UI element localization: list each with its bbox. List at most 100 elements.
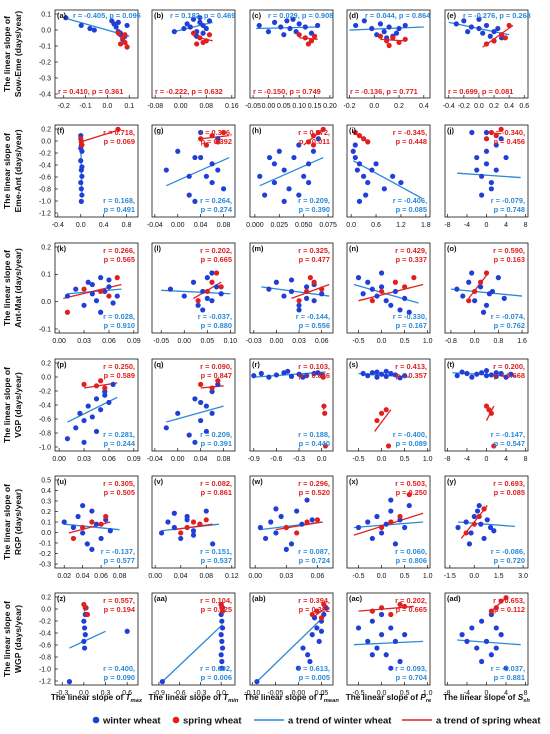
winter-wheat-point	[374, 293, 380, 299]
winter-wheat-point	[483, 638, 490, 644]
spring-stat-text: p = 0.011	[299, 137, 330, 146]
winter-wheat-point	[254, 679, 260, 685]
spring-wheat-point	[383, 407, 389, 413]
winter-wheat-point	[266, 286, 272, 292]
panel-frame	[151, 124, 236, 218]
legend: winter wheat spring wheat a trend of win…	[92, 716, 541, 727]
y-tick-label: -0.2	[39, 618, 51, 625]
winter-wheat-point	[91, 27, 97, 33]
y-tick-label: 0.0	[41, 530, 51, 537]
winter-stat-text: r = 0.602,	[200, 664, 232, 673]
winter-wheat-point	[114, 293, 120, 299]
winter-stat-text: p = 0.390	[299, 205, 330, 214]
spring-stat-text: p = 0.847	[201, 371, 232, 380]
winter-wheat-point	[361, 18, 367, 24]
spring-wheat-point	[106, 293, 112, 299]
spring-stat-text: r = -0.340,	[491, 128, 525, 137]
winter-wheat-point	[265, 29, 272, 35]
spring-stat-text: r = -0.136, p = 0.771	[350, 87, 418, 96]
spring-wheat-point	[307, 275, 313, 281]
winter-wheat-point	[402, 295, 408, 301]
winter-stat-text: p = 0.491	[104, 205, 135, 214]
spring-wheat-point	[488, 129, 494, 136]
winter-wheat-point	[115, 19, 121, 25]
winter-wheat-point	[369, 535, 375, 542]
winter-trend-line	[166, 156, 230, 187]
winter-wheat-point	[378, 632, 385, 638]
winter-wheat-point	[66, 679, 73, 685]
winter-wheat-point	[369, 25, 375, 32]
row-label-3-line-1: The linear slope of	[2, 250, 12, 326]
winter-trend-line	[353, 640, 424, 646]
spring-wheat-point	[194, 41, 200, 47]
spring-stat-text: r = 0.590,	[493, 246, 525, 255]
winter-wheat-point	[488, 179, 494, 186]
x-tick-label: 0.0	[377, 456, 387, 463]
winter-wheat-point	[493, 142, 499, 148]
panel-letter: (ad)	[447, 594, 461, 603]
spring-wheat-point	[498, 32, 505, 38]
panel-t: -8 -4 0 4 8 (t) r = 0.200,p = 0.668 r = -0.147,…	[444, 358, 529, 463]
x-tick-label: 0.00	[262, 103, 276, 110]
panel-frame	[249, 242, 334, 334]
y-tick-label: -0.8	[39, 430, 51, 437]
panel-letter: (j)	[447, 126, 455, 135]
winter-wheat-point	[305, 652, 311, 658]
winter-wheat-point	[484, 517, 490, 523]
panel-frame	[346, 475, 431, 569]
panel-aa: -0.9 -0.6 -0.3 0.0 (aa) r = 0.104,p = 0.825 r …	[151, 592, 236, 697]
winter-wheat-point	[200, 22, 206, 29]
column-label-variable: P	[420, 693, 426, 702]
winter-wheat-point	[406, 309, 412, 315]
winter-stat-text: p = 0.005	[299, 673, 330, 682]
winter-wheat-point	[311, 298, 317, 304]
spring-wheat-point	[488, 410, 494, 416]
x-tick-label: 0.06	[102, 338, 116, 345]
column-label-2: The linear slope of Tmin	[149, 693, 239, 704]
x-tick-label: -4	[464, 222, 470, 229]
y-tick-label: 0.0	[41, 27, 51, 34]
winter-trend-line	[457, 172, 521, 179]
winter-wheat-point	[487, 524, 494, 531]
spring-wheat-point	[397, 513, 403, 520]
column-label-subscript: sh	[523, 698, 530, 704]
spring-trend-line	[174, 523, 213, 531]
spring-stat-text: p = 0.456	[494, 137, 525, 146]
x-tick-label: 8	[524, 222, 528, 229]
winter-wheat-point	[459, 369, 465, 375]
x-tick-label: -8	[444, 222, 450, 229]
spring-wheat-point	[84, 611, 91, 618]
spring-wheat-point	[319, 286, 325, 292]
spring-wheat-point	[386, 42, 392, 49]
spring-wheat-point	[122, 39, 128, 46]
winter-wheat-point	[256, 22, 262, 29]
winter-wheat-point	[87, 25, 93, 32]
panel-ab: -0.10 -0.05 0.00 0.05 (ab) r = 0.394,p = 0.38…	[244, 592, 334, 697]
winter-wheat-point	[301, 173, 307, 179]
panel-q: -0.04 0.00 0.04 0.08 (q) r = 0.090,p = 0.847 r…	[147, 358, 236, 463]
spring-trend-line	[468, 274, 488, 299]
x-tick-label: 0.050	[295, 222, 313, 229]
spring-stat-text: r = 0.082,	[200, 479, 232, 488]
winter-wheat-point	[314, 625, 320, 631]
winter-wheat-point	[200, 288, 206, 295]
winter-wheat-point	[184, 517, 190, 523]
winter-wheat-point	[365, 179, 371, 186]
winter-wheat-point	[215, 167, 221, 173]
winter-wheat-point	[493, 167, 499, 173]
winter-trend-line	[261, 286, 330, 297]
panel-y: -1.5 0.0 1.5 3.0 (y) r = 0.693,p = 0.085 r = -…	[444, 475, 529, 580]
winter-stat-text: r = 0.209,	[298, 196, 330, 205]
winter-wheat-point	[258, 370, 264, 377]
winter-wheat-point	[397, 307, 403, 313]
winter-wheat-point	[81, 618, 87, 624]
winter-wheat-point	[305, 161, 312, 167]
spring-wheat-point	[98, 521, 104, 527]
winter-wheat-point	[200, 307, 206, 313]
x-tick-label: 0.00	[292, 690, 306, 697]
winter-wheat-point	[402, 632, 408, 638]
x-tick-label: -0.10	[244, 690, 260, 697]
row-label-4-line-2: VGP (days/year)	[13, 372, 23, 438]
winter-wheat-point	[369, 370, 375, 376]
winter-wheat-point	[481, 535, 487, 542]
